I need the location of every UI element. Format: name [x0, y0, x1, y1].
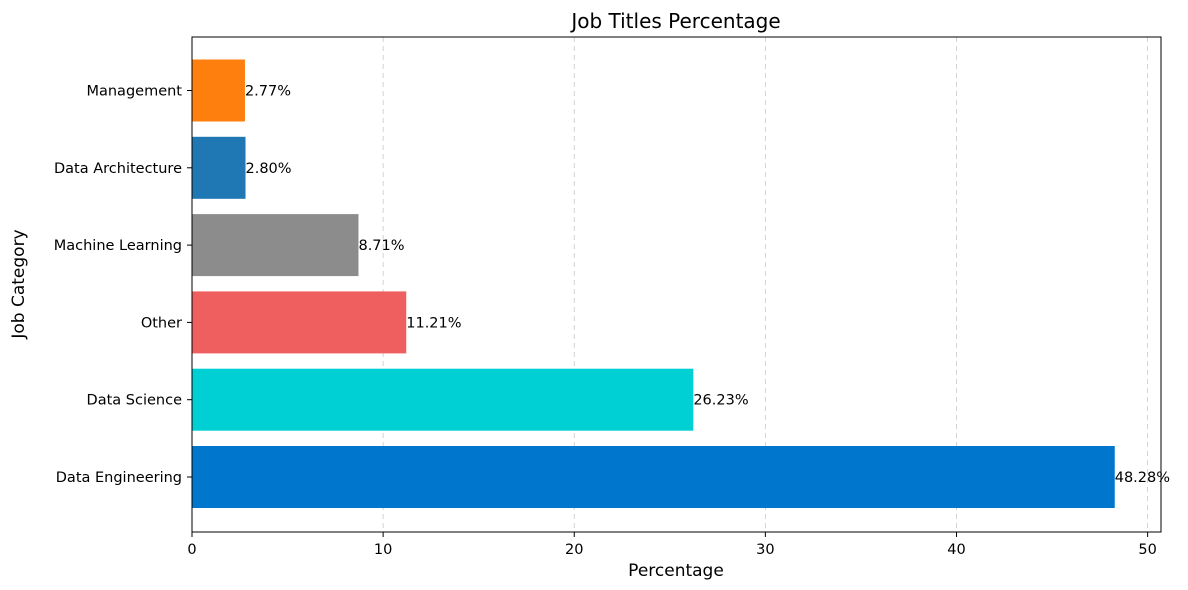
y-tick-label: Data Engineering	[56, 470, 182, 486]
x-tick-label: 10	[374, 542, 392, 558]
y-tick-label: Data Architecture	[54, 161, 182, 177]
bar-value-label: 26.23%	[693, 393, 748, 409]
bar	[192, 291, 407, 354]
y-axis-label: Job Category	[9, 229, 29, 339]
bar	[192, 59, 245, 122]
plot-frame	[191, 36, 1162, 533]
x-tick-label: 30	[756, 542, 774, 558]
bar-value-label: 11.21%	[406, 315, 461, 331]
y-tick-label: Data Science	[87, 393, 183, 409]
bar-value-label: 48.28%	[1115, 470, 1170, 486]
x-tick-label: 40	[947, 542, 965, 558]
data-labels-group: 48.28% 26.23% 11.21% 8.71% 2.80% 2.77%	[245, 84, 1170, 487]
x-axis-label: Percentage	[628, 561, 724, 581]
y-axis-ticks: Data Engineering Data Science Other Machine…	[54, 84, 192, 486]
bar-value-label: 2.80%	[246, 161, 292, 177]
bar	[192, 446, 1115, 508]
x-tick-label: 20	[565, 542, 583, 558]
chart-title: Job Titles Percentage	[569, 9, 780, 33]
y-tick-label: Machine Learning	[54, 238, 182, 254]
bar-value-label: 8.71%	[358, 238, 404, 254]
x-tick-label: 0	[187, 542, 196, 558]
bar-value-label: 2.77%	[245, 84, 291, 100]
bar	[192, 136, 246, 199]
y-tick-label: Other	[141, 315, 182, 331]
bar	[192, 368, 694, 431]
bar	[192, 214, 359, 277]
x-tick-label: 50	[1138, 542, 1156, 558]
y-tick-label: Management	[86, 84, 182, 100]
x-axis-ticks: 0 10 20 30 40 50	[187, 532, 1157, 558]
bars-group	[192, 59, 1115, 508]
